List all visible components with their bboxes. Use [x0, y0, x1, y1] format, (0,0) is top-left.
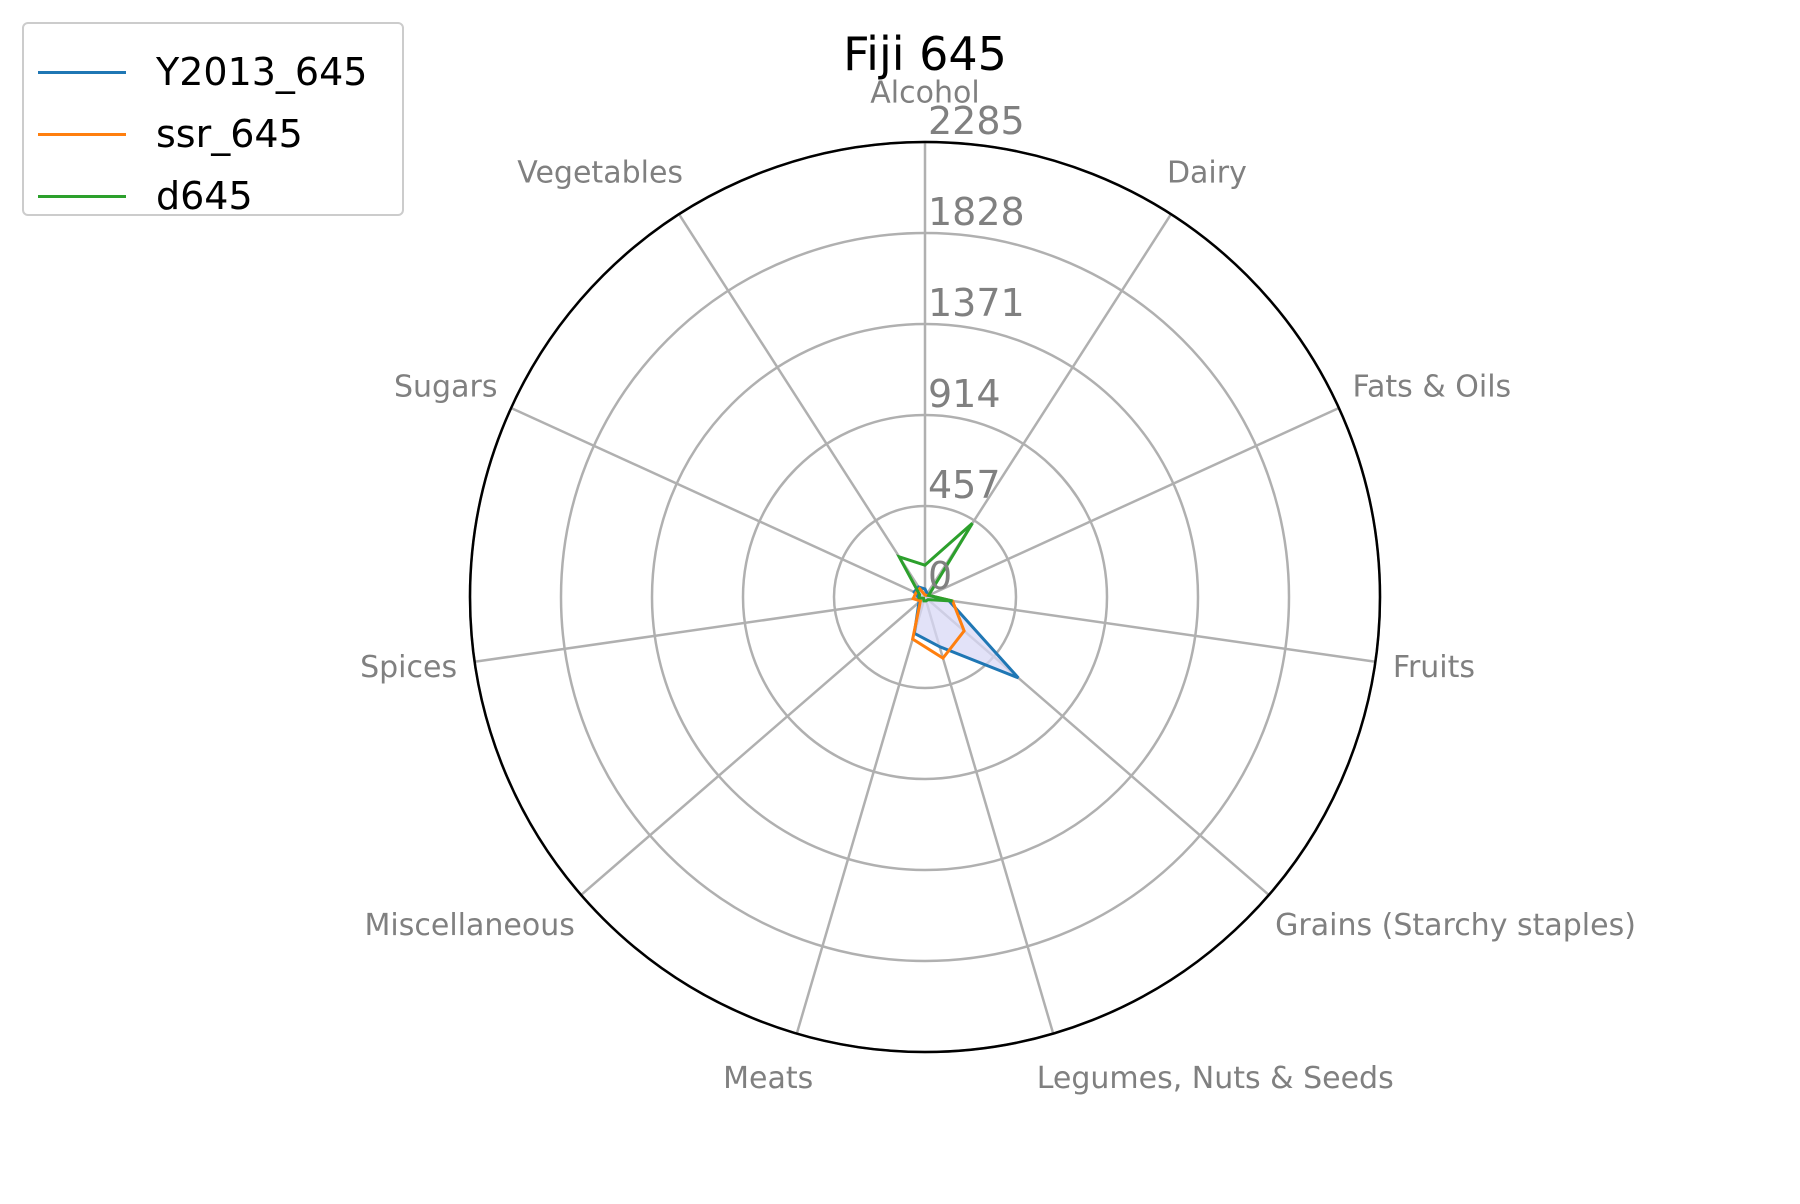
category-label-grains-starchy-staples: Grains (Starchy staples): [1275, 908, 1636, 943]
category-label-fruits: Fruits: [1393, 650, 1475, 685]
spoke-vegetables: [677, 213, 927, 598]
series-line-d645: [896, 522, 974, 603]
spoke-miscellaneous: [580, 596, 926, 896]
category-label-miscellaneous: Miscellaneous: [365, 908, 575, 943]
legend-label-d645: d645: [156, 174, 253, 218]
category-label-vegetables: Vegetables: [517, 155, 683, 190]
legend-swatch-d645: [38, 194, 126, 198]
legend-item-y2013-645: Y2013_645: [38, 52, 367, 92]
spoke-fruits: [924, 595, 1376, 663]
category-label-legumes-nuts-seeds: Legumes, Nuts & Seeds: [1037, 1061, 1394, 1096]
radial-tick-label-5: 2285: [928, 99, 1025, 143]
series-fill-area: [914, 586, 1019, 678]
radial-tick-label-2: 914: [928, 372, 1001, 416]
spoke-legumes-nuts-seeds: [923, 596, 1055, 1034]
legend-swatch-y2013-645: [38, 70, 126, 74]
legend-item-ssr-645: ssr_645: [38, 114, 303, 154]
radial-tick-label-3: 1371: [928, 281, 1025, 325]
polar-frame: [468, 140, 1382, 1054]
category-label-sugars: Sugars: [394, 370, 497, 405]
category-label-spices: Spices: [360, 650, 457, 685]
category-label-fats-oils: Fats & Oils: [1353, 370, 1512, 405]
spoke-spices: [474, 595, 926, 663]
legend-swatch-ssr-645: [38, 132, 126, 136]
spoke-fats-oils: [924, 406, 1340, 599]
category-label-dairy: Dairy: [1167, 155, 1247, 190]
spoke-sugars: [510, 406, 926, 599]
legend-label-ssr-645: ssr_645: [156, 112, 303, 156]
radial-tick-label-1: 457: [928, 463, 1001, 507]
spoke-meats: [795, 596, 927, 1034]
category-label-meats: Meats: [723, 1061, 813, 1096]
legend-label-y2013-645: Y2013_645: [156, 50, 368, 94]
legend: Y2013_645 ssr_645 d645: [22, 22, 404, 216]
category-label-alcohol: Alcohol: [870, 76, 979, 111]
chart-title: Fiji 645: [843, 27, 1007, 81]
legend-item-d645: d645: [38, 176, 253, 216]
radial-tick-label-4: 1828: [928, 190, 1025, 234]
radial-tick-label-0: 0: [928, 554, 952, 598]
